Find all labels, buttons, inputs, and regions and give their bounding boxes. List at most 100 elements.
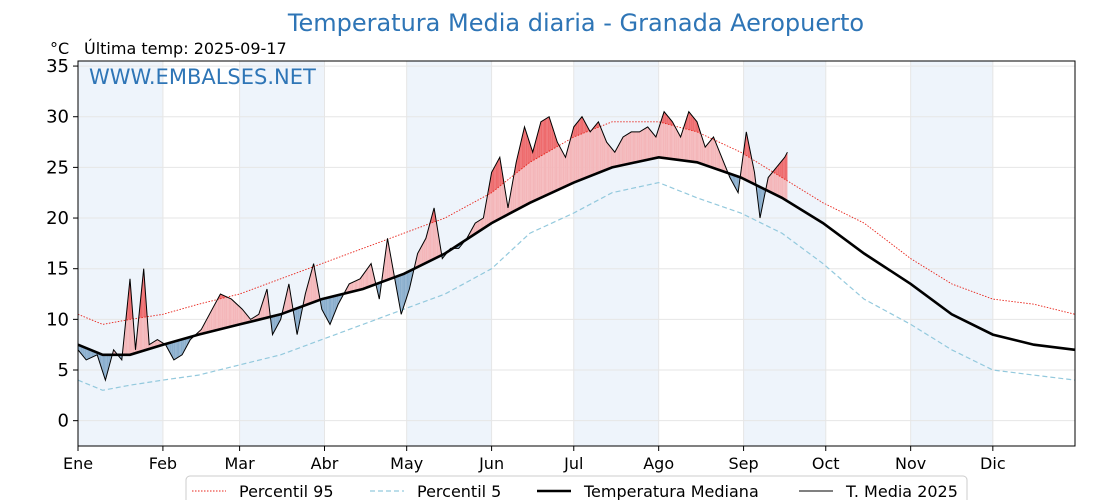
below-median-fill	[377, 282, 380, 300]
y-tick-label: 20	[46, 208, 69, 229]
above-median-fill	[768, 175, 770, 192]
above-median-fill	[668, 116, 670, 159]
above-median-fill	[513, 169, 515, 212]
above-median-fill	[505, 191, 507, 216]
above-median-fill	[361, 275, 363, 290]
above-median-fill	[587, 126, 589, 178]
above-median-fill	[157, 339, 159, 347]
below-median-fill	[176, 340, 178, 359]
above-p95-fill	[777, 164, 780, 176]
above-median-fill	[675, 126, 677, 160]
above-median-fill	[613, 150, 615, 168]
above-median-fill	[212, 306, 214, 332]
above-median-fill	[427, 228, 429, 263]
above-median-fill	[424, 238, 426, 264]
above-median-fill	[655, 132, 658, 158]
above-median-fill	[660, 120, 662, 158]
above-median-fill	[773, 169, 776, 195]
above-p95-fill	[545, 118, 547, 154]
above-median-fill	[612, 148, 614, 168]
above-median-fill	[713, 136, 715, 169]
above-p95-fill	[694, 118, 696, 132]
y-axis: 0 5 10 15 20 25 30 35	[46, 56, 78, 432]
above-median-fill	[476, 221, 478, 233]
above-median-fill	[572, 126, 574, 184]
above-p95-fill	[497, 159, 499, 189]
x-tick-label-nov: Nov	[895, 454, 926, 473]
y-tick-label: 0	[58, 411, 69, 432]
above-median-fill	[644, 127, 647, 161]
month-band-mar	[239, 61, 325, 446]
above-p95-fill	[747, 138, 750, 158]
above-median-fill	[597, 121, 599, 174]
above-median-fill	[509, 192, 511, 214]
above-median-fill	[154, 340, 157, 348]
above-p95-fill	[786, 152, 788, 181]
above-median-fill	[236, 304, 239, 326]
below-median-fill	[339, 294, 341, 302]
y-tick-label: 25	[46, 157, 69, 178]
above-median-fill	[681, 128, 684, 161]
above-median-fill	[716, 143, 718, 170]
below-median-fill	[324, 298, 326, 317]
above-median-fill	[631, 131, 633, 164]
above-median-fill	[573, 125, 576, 183]
above-median-fill	[649, 128, 651, 160]
above-p95-fill	[542, 120, 544, 156]
month-bands	[78, 61, 993, 446]
above-median-fill	[605, 138, 607, 171]
above-median-fill	[672, 121, 674, 160]
above-p95-fill	[495, 162, 498, 190]
below-median-fill	[760, 186, 762, 219]
above-median-fill	[742, 152, 744, 179]
above-median-fill	[698, 126, 700, 164]
above-p95-fill	[520, 138, 522, 170]
above-median-fill	[372, 269, 374, 286]
x-tick-label-jun: Jun	[478, 454, 504, 473]
above-median-fill	[245, 312, 247, 324]
x-tick-label-may: May	[390, 454, 423, 473]
above-median-fill	[639, 131, 641, 162]
above-median-fill	[583, 119, 585, 179]
above-median-fill	[607, 143, 610, 170]
above-median-fill	[264, 293, 266, 319]
above-median-fill	[266, 288, 269, 318]
above-median-fill	[227, 297, 229, 328]
above-median-fill	[676, 129, 678, 160]
above-p95-fill	[518, 144, 521, 171]
above-median-fill	[684, 120, 687, 161]
above-median-fill	[625, 134, 628, 165]
above-median-fill	[238, 305, 240, 325]
series-lines	[77, 110, 1076, 391]
above-median-fill	[657, 128, 659, 158]
above-median-fill	[610, 147, 613, 168]
above-median-fill	[642, 129, 644, 161]
above-median-fill	[417, 250, 420, 268]
above-median-fill	[214, 301, 217, 331]
above-median-fill	[225, 296, 228, 328]
above-median-fill	[621, 136, 624, 166]
above-p95-fill	[539, 121, 541, 157]
below-median-fill	[171, 341, 173, 358]
above-p95-fill	[140, 282, 143, 318]
above-median-fill	[595, 123, 598, 174]
below-median-fill	[272, 315, 274, 335]
above-median-fill	[702, 138, 704, 165]
below-median-fill	[406, 271, 409, 298]
below-median-fill	[335, 295, 337, 311]
above-median-fill	[679, 134, 681, 161]
above-median-fill	[565, 152, 567, 187]
below-median-fill	[399, 274, 402, 315]
above-median-fill	[124, 319, 126, 355]
legend-2025-label: T. Media 2025	[845, 482, 958, 500]
legend-median-label: Temperatura Mediana	[583, 482, 759, 500]
above-p95-fill	[546, 117, 548, 153]
above-median-fill	[643, 128, 645, 161]
above-p95-fill	[781, 158, 784, 179]
above-median-fill	[312, 263, 314, 303]
above-median-fill	[591, 128, 593, 176]
above-median-fill	[654, 135, 656, 159]
below-median-fill	[87, 348, 89, 360]
below-median-fill	[172, 341, 174, 360]
above-median-fill	[753, 165, 755, 185]
